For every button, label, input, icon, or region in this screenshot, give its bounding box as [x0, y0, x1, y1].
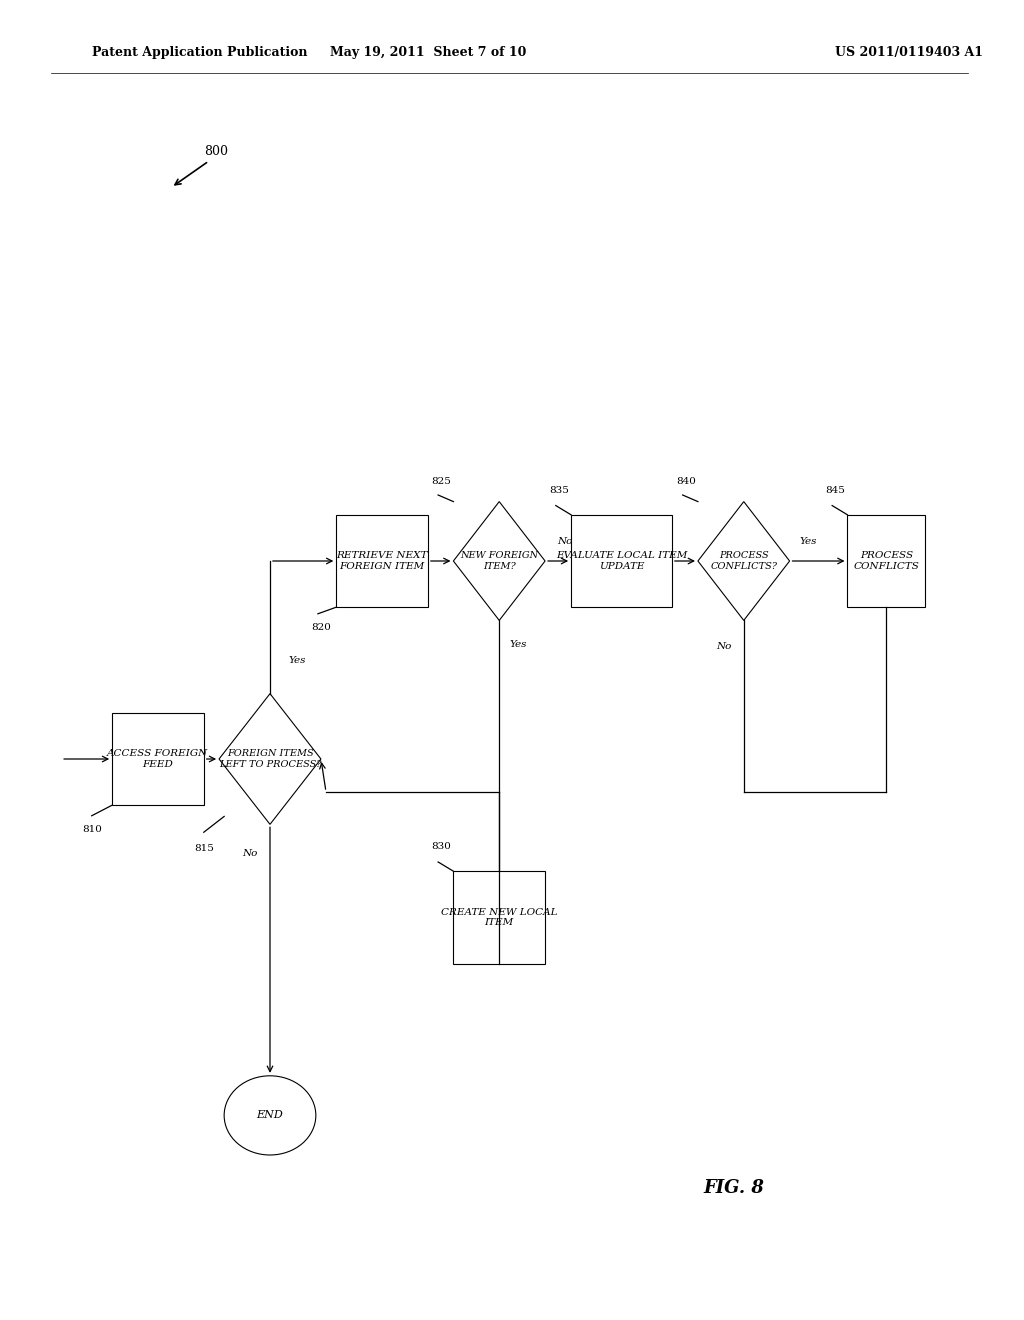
Text: PROCESS
CONFLICTS?: PROCESS CONFLICTS?	[711, 552, 777, 570]
Text: 840: 840	[676, 477, 696, 486]
Ellipse shape	[224, 1076, 315, 1155]
Text: No: No	[557, 537, 572, 545]
Text: Yes: Yes	[800, 537, 817, 545]
Text: No: No	[243, 849, 258, 858]
FancyBboxPatch shape	[336, 515, 428, 607]
Text: 835: 835	[549, 486, 569, 495]
Text: May 19, 2011  Sheet 7 of 10: May 19, 2011 Sheet 7 of 10	[330, 46, 526, 59]
Text: PROCESS
CONFLICTS: PROCESS CONFLICTS	[853, 552, 920, 570]
FancyBboxPatch shape	[112, 713, 204, 805]
Text: 845: 845	[825, 486, 846, 495]
Polygon shape	[698, 502, 790, 620]
Text: END: END	[257, 1110, 284, 1121]
FancyBboxPatch shape	[848, 515, 926, 607]
Polygon shape	[454, 502, 545, 620]
Text: No: No	[716, 643, 731, 651]
Text: Patent Application Publication: Patent Application Publication	[92, 46, 307, 59]
Text: 800: 800	[204, 145, 227, 158]
Text: 830: 830	[431, 842, 452, 851]
Text: 810: 810	[82, 825, 101, 834]
Text: 815: 815	[195, 845, 214, 853]
Text: 820: 820	[311, 623, 331, 632]
FancyBboxPatch shape	[454, 871, 545, 964]
Text: ACCESS FOREIGN
FEED: ACCESS FOREIGN FEED	[108, 750, 209, 768]
Text: 825: 825	[431, 477, 452, 486]
Text: US 2011/0119403 A1: US 2011/0119403 A1	[836, 46, 983, 59]
Text: NEW FOREIGN
ITEM?: NEW FOREIGN ITEM?	[460, 552, 539, 570]
Text: RETRIEVE NEXT
FOREIGN ITEM: RETRIEVE NEXT FOREIGN ITEM	[336, 552, 428, 570]
Text: CREATE NEW LOCAL
ITEM: CREATE NEW LOCAL ITEM	[441, 908, 557, 927]
Text: FIG. 8: FIG. 8	[703, 1179, 764, 1197]
Text: FOREIGN ITEMS
LEFT TO PROCESS?: FOREIGN ITEMS LEFT TO PROCESS?	[219, 750, 322, 768]
Text: EVALUATE LOCAL ITEM
UPDATE: EVALUATE LOCAL ITEM UPDATE	[556, 552, 687, 570]
Polygon shape	[219, 694, 321, 824]
Text: Yes: Yes	[509, 640, 527, 648]
FancyBboxPatch shape	[571, 515, 672, 607]
Text: Yes: Yes	[289, 656, 306, 665]
